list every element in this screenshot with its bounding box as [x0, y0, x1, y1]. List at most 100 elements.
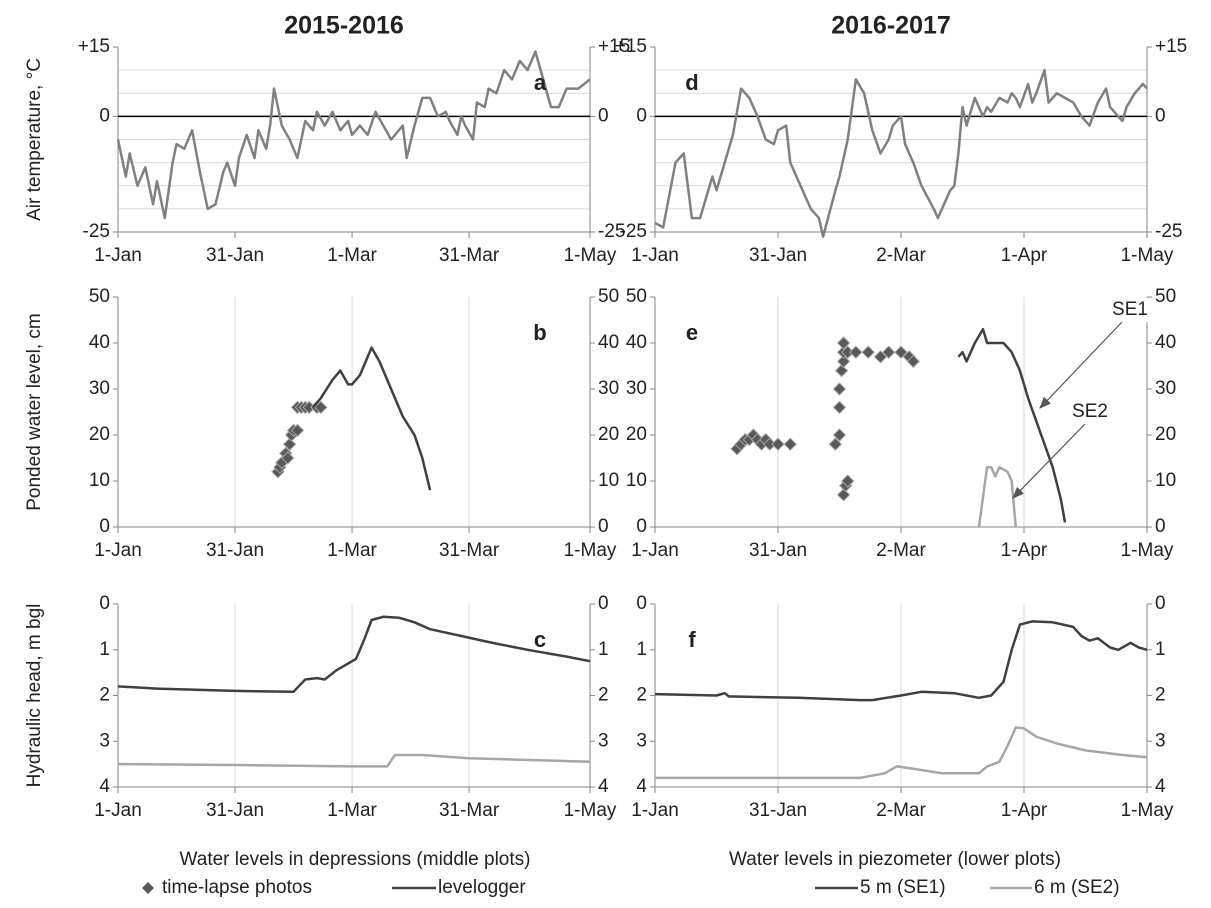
panel-letter: d [685, 70, 698, 95]
data-point [840, 474, 855, 488]
y-tick-label: 4 [99, 776, 110, 797]
data-point [881, 345, 896, 359]
panel-letter: b [533, 320, 546, 345]
y2-tick-label: 0 [598, 593, 609, 614]
x-tick-label: 31-Jan [749, 540, 807, 561]
y2-tick-label: +15 [598, 36, 630, 57]
x-tick-label: 31-Jan [749, 245, 807, 266]
legend-label: levelogger [438, 877, 526, 898]
y2-tick-label: 4 [1155, 776, 1166, 797]
y-tick-label: 10 [89, 470, 110, 491]
y-tick-label: 40 [626, 332, 647, 353]
y2-tick-label: 30 [1155, 378, 1176, 399]
x-tick-label: 1-Jan [631, 245, 679, 266]
data-line [117, 753, 591, 768]
x-tick-label: 31-Jan [749, 800, 807, 821]
legend-label: 6 m (SE2) [1034, 877, 1120, 898]
x-tick-label: 2-Mar [876, 245, 926, 266]
y2-tick-label: 50 [598, 286, 619, 307]
x-tick-label: 31-Jan [206, 800, 264, 821]
x-tick-label: 1-Mar [327, 540, 377, 561]
data-point [834, 363, 849, 378]
y-tick-label: 0 [99, 516, 110, 537]
data-line [957, 327, 1067, 523]
x-tick-label: 1-May [1121, 800, 1174, 821]
callout-label: SE2 [1072, 401, 1108, 422]
y-tick-label: 2 [636, 685, 647, 706]
data-point [894, 345, 908, 359]
y2-tick-label: 40 [598, 332, 619, 353]
callout-bg [1068, 400, 1112, 424]
data-point [783, 437, 798, 451]
y-tick-label: 40 [89, 332, 110, 353]
y-tick-label: 0 [99, 593, 110, 614]
x-tick-label: 1-Apr [1001, 540, 1048, 561]
data-point [873, 350, 888, 364]
y-tick-label: 0 [636, 105, 647, 126]
x-tick-label: 31-Mar [439, 245, 500, 266]
x-tick-label: 31-Mar [439, 540, 500, 561]
data-line [117, 615, 591, 694]
y2-tick-label: 20 [1155, 424, 1176, 445]
x-tick-label: 31-Jan [206, 540, 264, 561]
data-point [836, 488, 851, 502]
y2-tick-label: 0 [598, 105, 609, 126]
callout-arrow [1012, 423, 1086, 499]
data-point [832, 428, 847, 442]
x-tick-label: 1-May [564, 540, 617, 561]
y-tick-label: 50 [626, 286, 647, 307]
data-point [849, 345, 863, 359]
x-tick-label: 1-Mar [327, 245, 377, 266]
x-tick-label: 1-May [1121, 245, 1174, 266]
y-tick-label: 0 [636, 593, 647, 614]
data-point [828, 437, 843, 451]
y-tick-label: 1 [636, 639, 647, 660]
y2-tick-label: 30 [598, 378, 619, 399]
legend-group-title: Water levels in piezometer (lower plots) [729, 849, 1061, 870]
data-point [771, 437, 785, 451]
column-title: 2016-2017 [831, 12, 951, 40]
x-tick-label: 1-May [564, 245, 617, 266]
data-point [314, 400, 328, 415]
y2-tick-label: 10 [598, 470, 619, 491]
column-title: 2015-2016 [284, 12, 404, 40]
callout-bg [1108, 298, 1152, 322]
y-tick-label: 2 [99, 685, 110, 706]
x-tick-label: 1-Jan [631, 540, 679, 561]
x-tick-label: 1-Jan [94, 540, 142, 561]
y-tick-label: 0 [636, 516, 647, 537]
y2-tick-label: 3 [1155, 730, 1166, 751]
data-point [282, 437, 297, 451]
x-tick-label: 31-Jan [206, 245, 264, 266]
y-tick-label: 4 [636, 776, 647, 797]
data-line [655, 726, 1148, 780]
data-line [312, 346, 432, 491]
y2-tick-label: 1 [1155, 639, 1166, 660]
legend-group-title: Water levels in depressions (middle plot… [180, 849, 531, 870]
x-tick-label: 1-Mar [327, 800, 377, 821]
y-axis-label: Air temperature, °C [24, 58, 45, 221]
y2-tick-label: 0 [1155, 593, 1166, 614]
y2-tick-label: 50 [1155, 286, 1176, 307]
y-tick-label: -25 [83, 221, 110, 242]
panel-letter: f [688, 627, 696, 652]
y-tick-label: 20 [626, 424, 647, 445]
callout-label: SE1 [1112, 299, 1148, 320]
y-tick-label: 3 [99, 730, 110, 751]
data-line [977, 465, 1018, 528]
y-tick-label: 20 [89, 424, 110, 445]
y2-tick-label: 4 [598, 776, 609, 797]
y-tick-label: +15 [78, 36, 110, 57]
data-point [906, 354, 921, 369]
y2-tick-label: 3 [598, 730, 609, 751]
y2-tick-label: 2 [598, 685, 609, 706]
panel-letter: e [686, 320, 698, 345]
data-point [836, 354, 851, 369]
data-point [832, 382, 847, 396]
data-line [116, 50, 591, 220]
x-tick-label: 1-Apr [1001, 800, 1048, 821]
x-tick-label: 1-Jan [631, 800, 679, 821]
panel-letter: c [534, 627, 546, 652]
